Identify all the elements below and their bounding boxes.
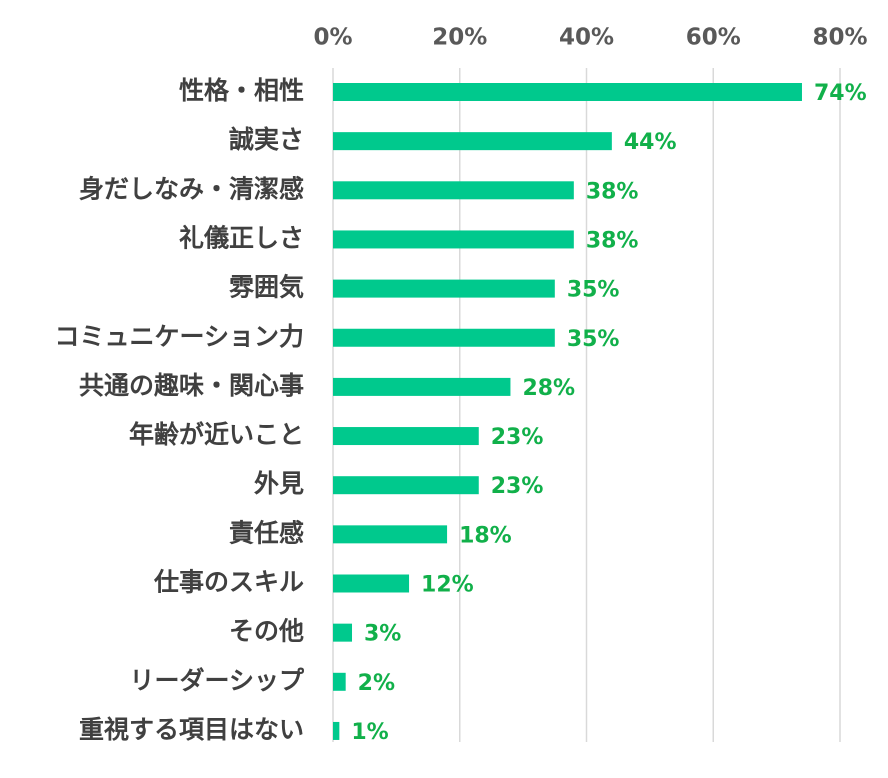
- bar: [333, 476, 479, 495]
- bars: [333, 83, 802, 740]
- bar: [333, 377, 511, 396]
- bar: [333, 623, 353, 642]
- bar: [333, 230, 574, 249]
- x-tick-label-80: 80%: [812, 25, 867, 51]
- data-label: 28%: [522, 376, 575, 401]
- category-label: 共通の趣味・関心事: [79, 371, 304, 400]
- data-label: 44%: [624, 130, 677, 155]
- category-labels: 性格・相性誠実さ身だしなみ・清潔感礼儀正しさ雰囲気コミュニケーション力共通の趣味…: [54, 76, 305, 744]
- data-label: 1%: [351, 720, 388, 745]
- category-label: 誠実さ: [229, 125, 304, 154]
- data-label: 38%: [586, 228, 639, 253]
- gridlines: [332, 68, 841, 742]
- bar: [333, 721, 340, 740]
- data-label: 23%: [491, 425, 544, 450]
- data-labels: 74% 44% 38% 38% 35% 35% 28% 23% 23% 18% 12% 3% 2% 1%: [351, 81, 866, 745]
- category-label: 年齢が近いこと: [129, 420, 304, 449]
- data-label: 74%: [814, 81, 867, 106]
- x-tick-label-60: 60%: [686, 25, 741, 51]
- bar: [333, 672, 346, 691]
- category-label: コミュニケーション力: [54, 322, 304, 351]
- data-label: 12%: [421, 573, 474, 598]
- data-label: 18%: [459, 523, 512, 548]
- category-label: 性格・相性: [179, 76, 304, 105]
- bar: [333, 328, 555, 347]
- category-label: 外見: [254, 469, 304, 498]
- x-tick-label-0: 0%: [313, 25, 352, 51]
- x-tick-label-40: 40%: [559, 25, 614, 51]
- data-label: 23%: [491, 474, 544, 499]
- data-label: 35%: [567, 327, 620, 352]
- category-label: 重視する項目はない: [79, 715, 304, 744]
- data-label: 35%: [567, 278, 620, 303]
- category-label: 仕事のスキル: [153, 568, 304, 597]
- data-label: 38%: [586, 179, 639, 204]
- bar: [333, 525, 448, 544]
- bar: [333, 181, 574, 200]
- category-label: 雰囲気: [229, 273, 304, 302]
- x-tick-label-20: 20%: [432, 25, 487, 51]
- data-label: 2%: [358, 671, 395, 696]
- bar: [333, 132, 612, 151]
- category-label: 責任感: [229, 518, 304, 547]
- category-label: その他: [229, 617, 304, 646]
- x-axis-tick-labels: 0% 20% 40% 60% 80%: [313, 25, 867, 51]
- data-label: 3%: [364, 622, 401, 647]
- bar: [333, 83, 802, 101]
- bar: [333, 279, 555, 298]
- category-label: 礼儀正しさ: [179, 223, 304, 252]
- category-label: 身だしなみ・清潔感: [79, 174, 304, 203]
- bar: [333, 427, 479, 446]
- category-label: リーダーシップ: [129, 666, 305, 695]
- bar: [333, 574, 410, 593]
